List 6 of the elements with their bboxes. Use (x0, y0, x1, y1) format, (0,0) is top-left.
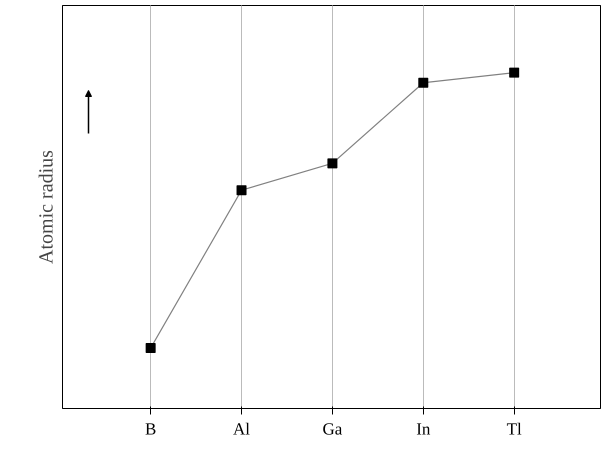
y-axis-title: Atomic radius (36, 150, 58, 264)
x-tick-label: Ga (322, 420, 343, 438)
x-tick-label: Al (233, 420, 250, 438)
x-tick-label: In (416, 420, 431, 438)
x-tick-label: B (144, 420, 156, 438)
x-tick-label: Tl (506, 420, 522, 438)
